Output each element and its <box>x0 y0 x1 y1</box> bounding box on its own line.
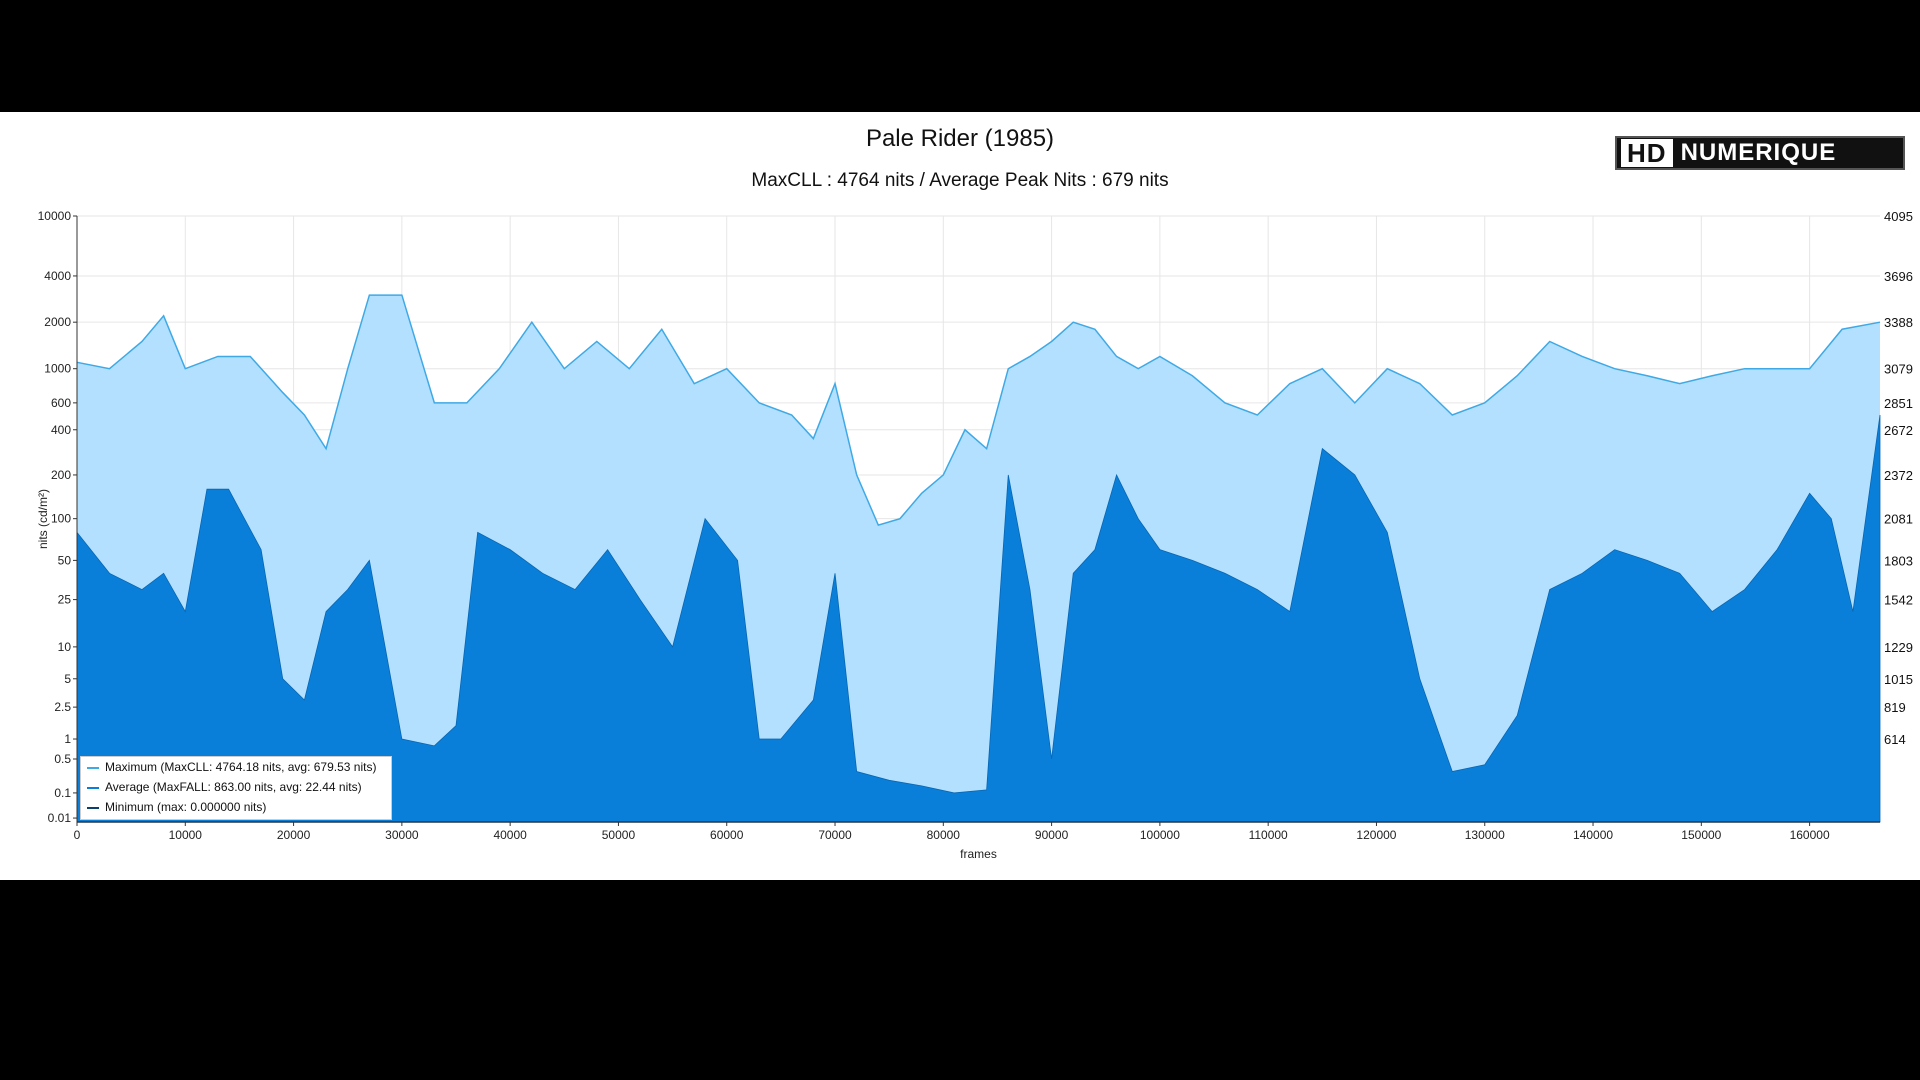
x-tick-label: 140000 <box>1573 828 1613 842</box>
y-tick-label: 4000 <box>44 269 71 283</box>
y-tick-label: 2.5 <box>54 700 71 714</box>
y-right-tick-label: 2081 <box>1884 512 1913 527</box>
x-tick-label: 50000 <box>602 828 636 842</box>
x-tick-label: 20000 <box>277 828 311 842</box>
logo-hd: HD <box>1621 139 1673 167</box>
legend-label-maximum: Maximum (MaxCLL: 4764.18 nits, avg: 679.… <box>105 760 377 774</box>
chart-title: Pale Rider (1985) <box>865 125 1055 152</box>
x-tick-label: 10000 <box>169 828 203 842</box>
y-tick-label: 5 <box>64 672 71 686</box>
legend-swatch-minimum <box>87 807 99 809</box>
y-tick-label: 400 <box>51 423 71 437</box>
y-tick-label: 0.01 <box>48 811 72 825</box>
y-tick-label: 0.5 <box>54 752 71 766</box>
x-tick-label: 40000 <box>493 828 527 842</box>
y-right-tick-label: 3696 <box>1884 269 1913 284</box>
x-tick-label: 60000 <box>710 828 744 842</box>
y-right-tick-label: 1803 <box>1884 553 1913 568</box>
legend-label-average: Average (MaxFALL: 863.00 nits, avg: 22.4… <box>105 780 362 794</box>
brand-logo: HD NUMERIQUE <box>1615 136 1905 170</box>
legend-swatch-average <box>87 787 99 789</box>
legend-item-average: Average (MaxFALL: 863.00 nits, avg: 22.4… <box>81 778 391 797</box>
y-tick-label: 50 <box>58 553 72 567</box>
series-average-area <box>76 414 1881 823</box>
y-right-tick-label: 2372 <box>1884 468 1913 483</box>
logo-numerique: NUMERIQUE <box>1680 139 1837 166</box>
legend-swatch-maximum <box>87 767 99 769</box>
x-tick-label: 80000 <box>927 828 961 842</box>
x-tick-label: 110000 <box>1249 828 1288 842</box>
y-tick-label: 1000 <box>44 362 71 376</box>
y-tick-label: 10 <box>58 640 72 654</box>
x-tick-label: 160000 <box>1790 828 1830 842</box>
y-right-tick-label: 3388 <box>1884 315 1913 330</box>
x-tick-label: 30000 <box>385 828 419 842</box>
x-tick-label: 120000 <box>1356 828 1396 842</box>
y-right-tick-label: 4095 <box>1884 209 1913 224</box>
y-right-tick-label: 614 <box>1884 732 1906 747</box>
y-tick-label: 2000 <box>44 315 71 329</box>
legend-label-minimum: Minimum (max: 0.000000 nits) <box>105 800 267 814</box>
y-tick-label: 600 <box>51 396 71 410</box>
x-tick-label: 0 <box>74 828 81 842</box>
y-axis-label: nits (cd/m²) <box>36 489 50 549</box>
x-axis-label: frames <box>960 847 997 861</box>
y-tick-label: 0.1 <box>54 786 71 800</box>
y-right-tick-label: 1229 <box>1884 640 1913 655</box>
x-tick-label: 70000 <box>818 828 852 842</box>
x-tick-label: 150000 <box>1681 828 1721 842</box>
y-tick-label: 1 <box>64 732 71 746</box>
y-tick-label: 25 <box>58 593 72 607</box>
y-right-tick-label: 1015 <box>1884 672 1913 687</box>
y-tick-label: 100 <box>51 512 71 526</box>
y-tick-label: 10000 <box>38 209 72 223</box>
chart-legend: Maximum (MaxCLL: 4764.18 nits, avg: 679.… <box>80 756 392 820</box>
y-right-tick-label: 2672 <box>1884 423 1913 438</box>
x-tick-label: 100000 <box>1140 828 1180 842</box>
y-right-tick-label: 3079 <box>1884 362 1913 377</box>
series-maximum-line <box>76 294 1881 527</box>
x-tick-label: 130000 <box>1465 828 1505 842</box>
legend-item-maximum: Maximum (MaxCLL: 4764.18 nits, avg: 679.… <box>81 758 391 777</box>
chart-subtitle: MaxCLL : 4764 nits / Average Peak Nits :… <box>751 170 1169 191</box>
y-right-tick-label: 819 <box>1884 700 1906 715</box>
x-tick-label: 90000 <box>1035 828 1069 842</box>
y-right-tick-label: 2851 <box>1884 396 1913 411</box>
y-right-tick-label: 1542 <box>1884 593 1913 608</box>
y-tick-label: 200 <box>51 468 71 482</box>
legend-item-minimum: Minimum (max: 0.000000 nits) <box>81 798 391 817</box>
